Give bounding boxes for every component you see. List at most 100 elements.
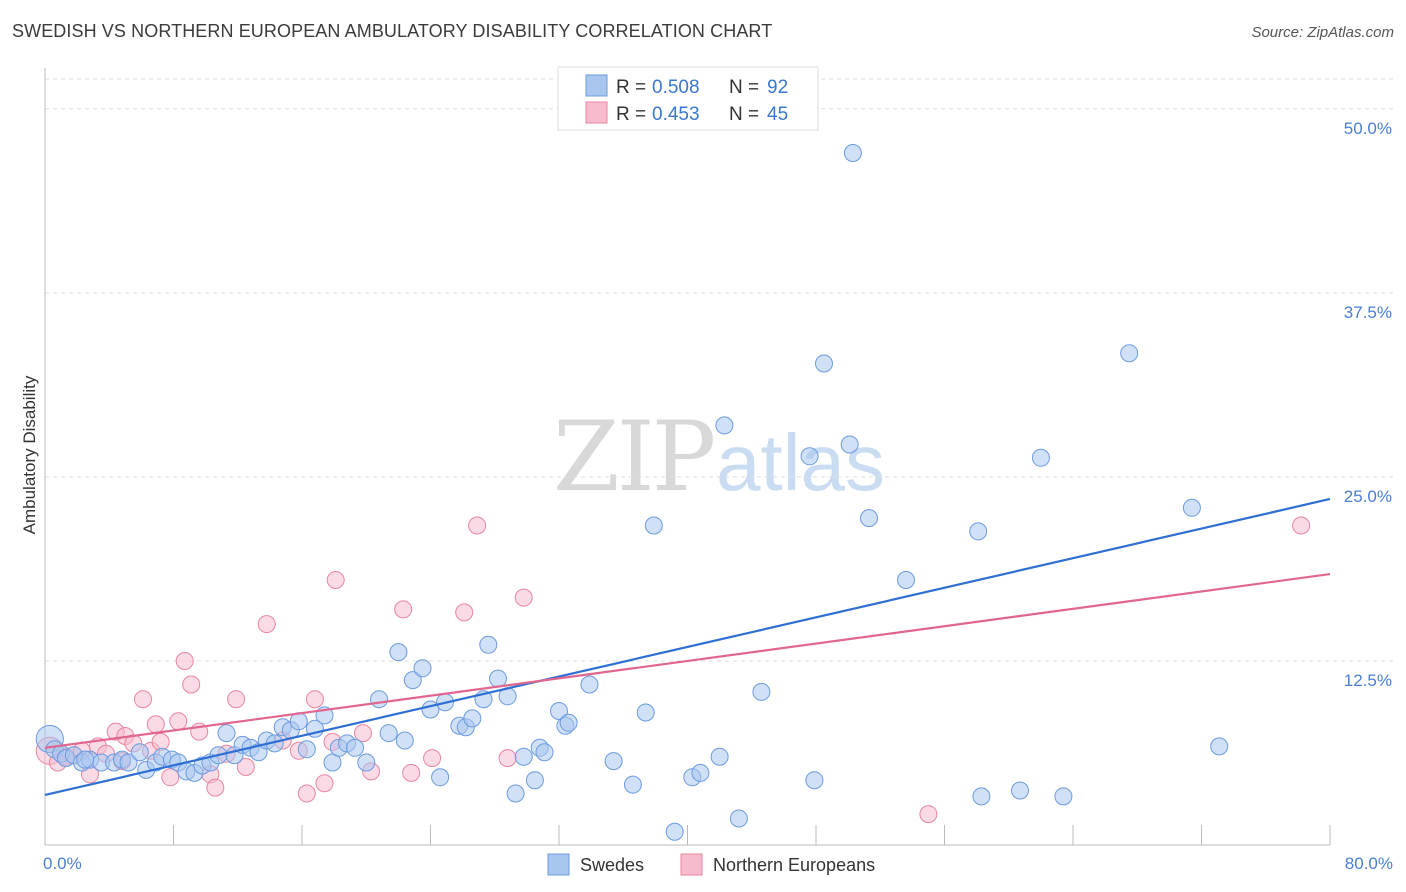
swedes-point-64 <box>580 675 599 694</box>
northern-europeans-point-19 <box>182 675 201 694</box>
watermark-zip: ZIP <box>553 401 714 513</box>
northern-europeans-point-25 <box>236 758 255 776</box>
legend-r-value-swedes: 0.508 <box>652 77 700 98</box>
swedes-point-74 <box>729 809 748 828</box>
y-tick-label-1: 25.0% <box>1344 487 1392 506</box>
swedes-point-77 <box>805 771 824 790</box>
swedes-point-66 <box>623 775 642 794</box>
northern-europeans-point-22 <box>206 778 225 797</box>
swedes-point-87 <box>1054 787 1073 806</box>
swedes-point-51 <box>463 709 482 728</box>
swedes-trendline <box>44 497 1331 797</box>
swedes-point-91 <box>76 750 95 769</box>
swedes-point-10 <box>119 753 138 772</box>
chart-title: SWEDISH VS NORTHERN EUROPEAN AMBULATORY … <box>12 21 773 41</box>
swedes-point-75 <box>752 682 771 701</box>
northern-europeans-points <box>35 516 1311 824</box>
legend-r-value-northern-europeans: 0.453 <box>652 104 700 125</box>
northern-europeans-point-12 <box>134 690 152 709</box>
series-legend: Swedes Northern Europeans <box>547 853 875 876</box>
x-tick-label-end: 80.0% <box>1345 854 1393 873</box>
northern-europeans-point-37 <box>402 763 421 782</box>
legend-r-label-swedes: R = <box>616 77 646 98</box>
swedes-point-79 <box>840 435 859 454</box>
northern-europeans-point-24 <box>227 690 246 709</box>
watermark: ZIP atlas <box>553 401 885 513</box>
swedes-point-57 <box>514 747 533 766</box>
northern-europeans-point-30 <box>305 690 324 709</box>
northern-europeans-point-44 <box>1292 516 1311 535</box>
northern-europeans-point-15 <box>151 732 170 751</box>
northern-europeans-point-40 <box>468 516 487 535</box>
legend-r-label-northern-europeans: R = <box>616 104 646 125</box>
northern-europeans-point-14 <box>146 715 165 734</box>
northern-europeans-point-38 <box>423 749 442 768</box>
swedes-point-56 <box>506 784 525 803</box>
watermark-atlas: atlas <box>716 418 885 507</box>
y-axis-label: Ambulatory Disability <box>20 375 39 534</box>
swedes-point-67 <box>636 703 655 722</box>
stats-legend: R = 0.508 N = 92 R = 0.453 N = 45 <box>557 66 819 131</box>
y-tick-label-3: 50.0% <box>1344 119 1392 138</box>
swedes-point-63 <box>559 713 578 732</box>
northern-europeans-point-26 <box>257 615 276 634</box>
swedes-point-40 <box>370 690 389 709</box>
swedes-point-71 <box>691 763 710 782</box>
swedes-point-83 <box>969 522 988 541</box>
swedes-point-39 <box>357 753 376 772</box>
swedes-point-60 <box>535 743 554 762</box>
swedes-point-69 <box>665 822 684 841</box>
swedes-point-32 <box>297 740 316 759</box>
grid <box>45 78 1393 662</box>
trendlines <box>44 497 1331 797</box>
swedes-point-22 <box>217 724 236 743</box>
northern-europeans-series-swatch <box>680 853 703 876</box>
northern-europeans-point-29 <box>297 784 316 803</box>
northern-europeans-point-42 <box>514 588 533 607</box>
swedes-point-11 <box>130 743 149 762</box>
y-tick-label-2: 37.5% <box>1344 303 1392 322</box>
legend-n-label-northern-europeans: N = <box>729 104 759 125</box>
swedes-series-label: Swedes <box>580 855 644 875</box>
northern-europeans-point-39 <box>455 603 474 622</box>
swedes-point-88 <box>1120 344 1139 363</box>
northern-europeans-legend-swatch <box>585 101 608 124</box>
swedes-point-80 <box>843 144 862 162</box>
northern-europeans-point-41 <box>498 749 517 768</box>
northern-europeans-series-label: Northern Europeans <box>713 855 875 875</box>
swedes-point-53 <box>479 635 498 654</box>
legend-n-label-swedes: N = <box>729 77 759 98</box>
source-label: Source: ZipAtlas.com <box>1251 24 1394 41</box>
swedes-point-41 <box>379 724 398 743</box>
northern-europeans-point-34 <box>354 724 372 743</box>
swedes-legend-swatch <box>585 74 608 97</box>
northern-europeans-trendline <box>44 572 1331 749</box>
swedes-point-54 <box>489 669 507 688</box>
swedes-point-76 <box>800 447 819 466</box>
y-tick-labels: 12.5% 25.0% 37.5% 50.0% <box>1344 119 1392 690</box>
northern-europeans-point-17 <box>169 712 188 731</box>
swedes-point-84 <box>972 787 991 806</box>
swedes-point-43 <box>395 731 414 750</box>
legend-n-value-northern-europeans: 45 <box>767 104 788 125</box>
swedes-point-90 <box>1210 737 1229 756</box>
swedes-point-47 <box>431 768 450 787</box>
swedes-point-81 <box>860 509 878 528</box>
northern-europeans-point-31 <box>315 774 334 793</box>
swedes-point-86 <box>1031 448 1050 467</box>
swedes-point-65 <box>604 752 623 771</box>
x-tick-label-start: 0.0% <box>43 854 82 873</box>
northern-europeans-point-18 <box>175 652 194 670</box>
swedes-point-45 <box>413 659 432 678</box>
swedes-point-89 <box>1182 498 1201 517</box>
swedes-point-73 <box>715 416 734 435</box>
swedes-point-68 <box>644 516 663 535</box>
northern-europeans-point-36 <box>394 600 413 619</box>
swedes-point-44 <box>403 671 422 690</box>
northern-europeans-point-43 <box>919 805 938 824</box>
swedes-point-38 <box>346 738 364 757</box>
swedes-point-58 <box>525 771 544 790</box>
swedes-point-85 <box>1011 781 1029 800</box>
